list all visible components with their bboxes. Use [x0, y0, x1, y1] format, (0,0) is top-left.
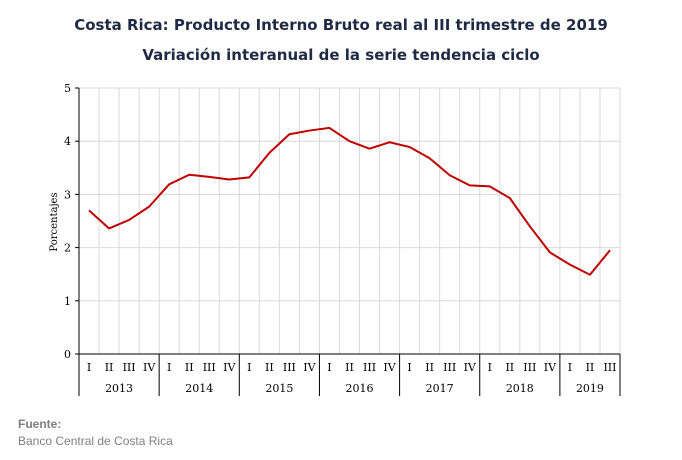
- y-tick-label: 1: [64, 295, 71, 308]
- chart-subtitle: Variación interanual de la serie tendenc…: [142, 46, 540, 64]
- x-tick-year: 2015: [265, 382, 293, 395]
- y-tick-label: 4: [64, 135, 71, 148]
- x-tick-quarter: III: [123, 361, 136, 374]
- x-tick-quarter: III: [523, 361, 536, 374]
- x-tick-quarter: I: [327, 361, 331, 374]
- x-tick-quarter: II: [345, 361, 354, 374]
- x-tick-quarter: IV: [303, 361, 316, 374]
- x-tick-quarter: IV: [544, 361, 557, 374]
- x-tick-quarter: IV: [383, 361, 396, 374]
- x-tick-year: 2014: [185, 382, 213, 395]
- y-axis-label: Porcentajes: [49, 192, 60, 251]
- x-tick-quarter: II: [185, 361, 194, 374]
- x-tick-quarter: III: [443, 361, 456, 374]
- x-tick-year: 2013: [105, 382, 133, 395]
- x-tick-quarter: I: [488, 361, 492, 374]
- source-text: Banco Central de Costa Rica: [18, 434, 173, 448]
- series: [88, 126, 611, 276]
- x-tick-quarter: III: [603, 361, 616, 374]
- x-tick-quarter: III: [283, 361, 296, 374]
- grid: [79, 87, 621, 354]
- x-tick-quarter: IV: [464, 361, 477, 374]
- x-tick-quarter: III: [363, 361, 376, 374]
- chart-title: Costa Rica: Producto Interno Bruto real …: [74, 16, 608, 34]
- x-tick-quarter: IV: [143, 361, 156, 374]
- y-tick-label: 0: [64, 348, 71, 361]
- x-tick-year: 2017: [426, 382, 454, 395]
- y-axis-ticks: 0 1 2 3 4 5: [64, 82, 71, 361]
- y-tick-label: 2: [64, 242, 71, 255]
- x-tick-quarter: II: [505, 361, 514, 374]
- y-tick-label: 5: [64, 82, 71, 95]
- x-tick-quarter: I: [87, 361, 91, 374]
- x-tick-year: 2016: [346, 382, 374, 395]
- x-tick-quarter: IV: [223, 361, 236, 374]
- x-tick-year: 2018: [506, 382, 534, 395]
- y-tick-label: 3: [64, 188, 71, 201]
- x-tick-quarter: II: [265, 361, 274, 374]
- x-tick-quarter: I: [247, 361, 251, 374]
- x-tick-quarter: I: [407, 361, 411, 374]
- x-tick-quarter: II: [105, 361, 114, 374]
- x-tick-quarter: III: [203, 361, 216, 374]
- series-line: [88, 126, 611, 276]
- x-tick-quarter: II: [586, 361, 595, 374]
- source-label: Fuente:: [18, 417, 62, 431]
- axes: [75, 87, 621, 396]
- x-tick-quarter: I: [167, 361, 171, 374]
- x-tick-quarter: II: [425, 361, 434, 374]
- x-tick-year: 2019: [576, 382, 604, 395]
- x-tick-quarter: I: [568, 361, 572, 374]
